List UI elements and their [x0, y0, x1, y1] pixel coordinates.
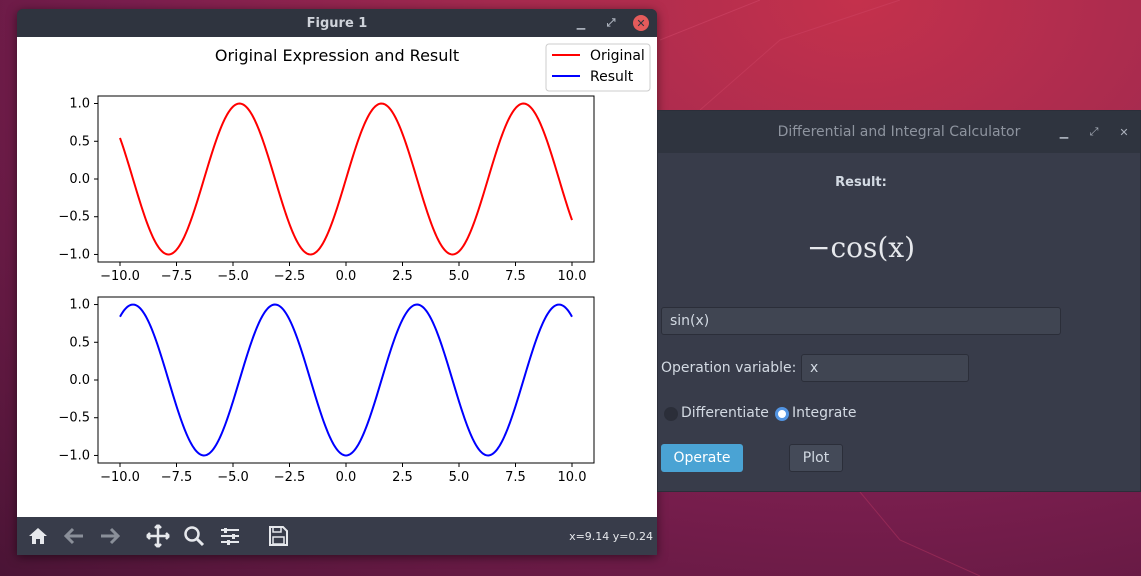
- y-tick-label: 0.0: [69, 172, 90, 187]
- y-tick-label: −1.0: [58, 247, 90, 262]
- chart-title: Original Expression and Result: [215, 46, 459, 65]
- y-tick-label: −0.5: [58, 210, 90, 225]
- x-tick-label: −5.0: [217, 470, 249, 485]
- coordinate-readout: x=9.14 y=0.24: [569, 530, 653, 543]
- x-tick-label: 10.0: [558, 470, 587, 485]
- y-tick-label: 1.0: [69, 97, 90, 112]
- result-expression: −cos(x): [806, 231, 915, 264]
- x-tick-label: −10.0: [100, 269, 140, 284]
- minimize-icon[interactable]: ▁: [1059, 125, 1069, 139]
- y-tick-label: −1.0: [58, 448, 90, 463]
- x-tick-label: −10.0: [100, 470, 140, 485]
- radio-integrate-label[interactable]: Integrate: [792, 405, 857, 421]
- x-tick-label: 5.0: [449, 269, 470, 284]
- plot-button[interactable]: Plot: [789, 444, 843, 472]
- expression-input-value: sin(x): [670, 313, 710, 329]
- operation-variable-input[interactable]: x: [801, 354, 969, 382]
- x-tick-label: −5.0: [217, 269, 249, 284]
- plot-toolbar: x=9.14 y=0.24: [17, 517, 657, 555]
- figure-title: Figure 1: [306, 15, 368, 31]
- x-tick-label: −2.5: [274, 269, 306, 284]
- series-line-original: [119, 102, 573, 256]
- zoom-icon[interactable]: [179, 521, 209, 551]
- calculator-title: Differential and Integral Calculator: [777, 124, 1021, 140]
- close-icon[interactable]: ✕: [1119, 125, 1129, 139]
- home-icon[interactable]: [23, 521, 53, 551]
- configure-subplots-icon[interactable]: [215, 521, 245, 551]
- axes-frame-bottom: [97, 296, 595, 464]
- figure-titlebar[interactable]: Figure 1 ▁ ⤢ ✕: [17, 9, 657, 37]
- x-tick-label: 0.0: [336, 470, 357, 485]
- y-tick-label: 0.0: [69, 373, 90, 388]
- operation-variable-label: Operation variable:: [661, 360, 797, 376]
- calculator-window: Differential and Integral Calculator ▁ ⤢…: [657, 110, 1141, 492]
- radio-integrate[interactable]: [775, 407, 789, 421]
- maximize-icon[interactable]: ⤢: [1089, 125, 1099, 138]
- x-tick-label: 10.0: [558, 269, 587, 284]
- operate-button-label: Operate: [673, 450, 731, 466]
- chart-svg: Original Expression and Result −10.0 −7.5…: [58, 43, 651, 485]
- radio-differentiate[interactable]: [664, 407, 678, 421]
- figure-window: Figure 1 ▁ ⤢ ✕ Original Expression and R…: [17, 9, 657, 555]
- x-tick-label: 7.5: [505, 269, 526, 284]
- x-tick-label: 2.5: [392, 269, 413, 284]
- y-tick-label: 0.5: [69, 134, 90, 149]
- x-tick-label: 0.0: [336, 269, 357, 284]
- save-icon[interactable]: [263, 521, 293, 551]
- expression-input[interactable]: sin(x): [661, 307, 1061, 335]
- forward-arrow-icon[interactable]: [95, 521, 125, 551]
- series-line-result: [119, 303, 573, 457]
- radio-differentiate-label[interactable]: Differentiate: [681, 405, 769, 421]
- maximize-icon[interactable]: ⤢: [606, 16, 616, 29]
- x-tick-label: 5.0: [449, 470, 470, 485]
- legend-label-result: Result: [590, 69, 634, 85]
- y-tick-label: 1.0: [69, 298, 90, 313]
- y-tick-label: 0.5: [69, 335, 90, 350]
- x-tick-label: −2.5: [274, 470, 306, 485]
- ticks-layer: −10.0 −7.5 −5.0 −2.5 0.0 2.5 5.0 7.5 10.0 1.0 0.5 0…: [58, 97, 586, 485]
- close-icon[interactable]: ✕: [633, 15, 649, 31]
- x-tick-label: 2.5: [392, 470, 413, 485]
- operate-button[interactable]: Operate: [661, 444, 743, 472]
- calculator-titlebar[interactable]: Differential and Integral Calculator ▁ ⤢…: [658, 111, 1140, 153]
- pan-icon[interactable]: [143, 521, 173, 551]
- x-tick-label: −7.5: [161, 269, 193, 284]
- back-arrow-icon[interactable]: [59, 521, 89, 551]
- minimize-icon[interactable]: ▁: [576, 16, 586, 30]
- x-tick-label: 7.5: [505, 470, 526, 485]
- legend-label-original: Original: [590, 48, 645, 64]
- legend: Original Result: [545, 43, 651, 92]
- result-label: Result:: [835, 175, 887, 190]
- x-tick-label: −7.5: [161, 470, 193, 485]
- plot-button-label: Plot: [802, 450, 830, 466]
- plot-canvas[interactable]: Original Expression and Result −10.0 −7.5…: [17, 37, 657, 517]
- y-tick-label: −0.5: [58, 411, 90, 426]
- operation-variable-value: x: [810, 360, 819, 376]
